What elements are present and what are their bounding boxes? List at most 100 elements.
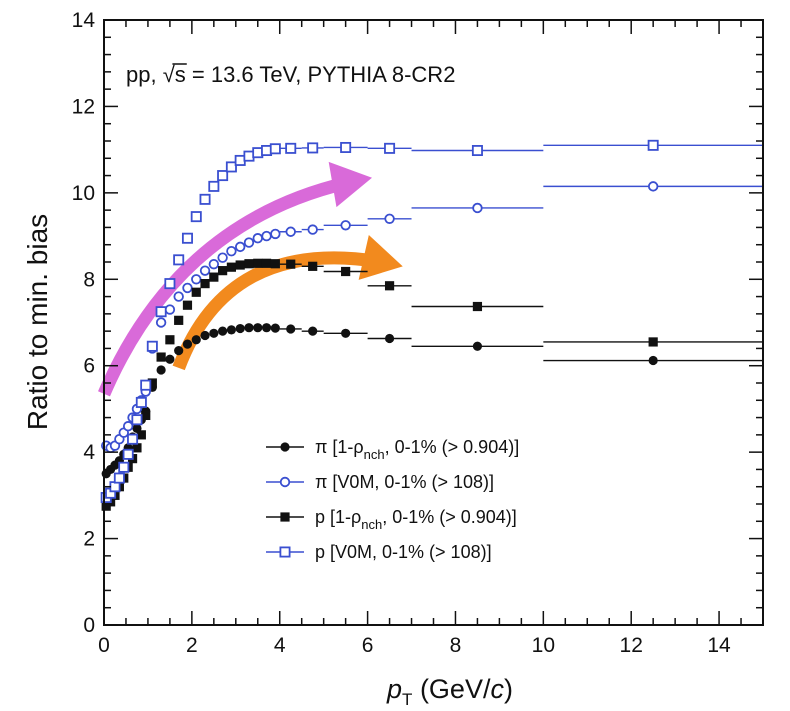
data-point	[261, 230, 272, 242]
data-point	[235, 323, 245, 334]
data-point	[243, 150, 255, 162]
y-axis-label: Ratio to min. bias	[22, 214, 53, 430]
legend-entry: p [1-ρnch, 0-1% (> 0.904)]	[266, 507, 517, 532]
data-point	[261, 323, 272, 333]
series-circle-open	[100, 181, 763, 454]
data-point	[340, 141, 352, 153]
data-point	[226, 262, 237, 272]
data-point	[270, 228, 281, 240]
y-tick-label: 12	[72, 95, 95, 118]
data-point	[217, 252, 228, 263]
trend-arrow-shaft	[98, 176, 348, 397]
data-point	[647, 181, 659, 192]
data-point	[243, 237, 255, 248]
data-point	[182, 282, 193, 294]
data-point	[384, 333, 395, 344]
data-point	[341, 266, 351, 277]
y-tick-label: 6	[83, 355, 95, 378]
legend: π [1-ρnch, 0-1% (> 0.904)] π [V0M, 0-1% (…	[266, 437, 519, 562]
data-point	[269, 143, 281, 155]
data-point	[164, 304, 176, 315]
data-point	[173, 291, 184, 302]
data-point	[174, 345, 184, 356]
legend-label: p [V0M, 0-1% (> 108)]	[315, 542, 492, 562]
data-point	[384, 281, 395, 291]
data-point	[118, 461, 130, 473]
data-point	[182, 339, 193, 349]
data-point	[261, 258, 272, 268]
data-point	[208, 180, 220, 192]
x-tick-label: 10	[532, 634, 555, 657]
data-point	[131, 414, 143, 426]
data-point	[341, 328, 351, 338]
data-point	[164, 278, 176, 290]
data-point	[235, 260, 245, 270]
data-point	[472, 301, 483, 312]
y-tick-label: 8	[83, 268, 95, 291]
legend-entry: π [1-ρnch, 0-1% (> 0.904)]	[266, 437, 519, 462]
data-point	[127, 433, 139, 445]
data-point	[156, 365, 166, 375]
data-point	[647, 139, 659, 151]
legend-label: p [1-ρnch, 0-1% (> 0.904)]	[315, 507, 517, 532]
data-point	[285, 142, 297, 154]
chart-annotation: pp, √s = 13.6 TeV, PYTHIA 8-CR2	[126, 62, 455, 87]
data-point	[234, 154, 246, 166]
data-point	[155, 306, 167, 318]
data-point	[226, 325, 237, 335]
legend-label: π [V0M, 0-1% (> 108)]	[315, 472, 494, 492]
data-point	[218, 266, 228, 276]
data-point	[253, 323, 263, 333]
data-point	[384, 213, 395, 224]
series-square-open	[100, 139, 763, 504]
data-point	[155, 317, 167, 328]
data-point	[199, 193, 211, 205]
y-tick-label: 10	[72, 182, 95, 205]
data-point	[199, 265, 211, 276]
data-point	[135, 396, 147, 408]
data-point	[122, 448, 134, 460]
data-point	[472, 341, 483, 351]
trend-arrow-head	[358, 235, 403, 280]
data-point	[308, 261, 318, 271]
data-point	[174, 315, 184, 325]
data-point	[191, 274, 202, 285]
legend-entry: π [V0M, 0-1% (> 108)]	[266, 472, 494, 492]
data-point	[270, 259, 280, 269]
data-point	[252, 147, 264, 159]
x-tick-label: 2	[186, 634, 198, 657]
legend-marker	[279, 546, 291, 558]
data-point	[173, 254, 185, 266]
data-point	[286, 259, 296, 269]
data-point	[648, 337, 658, 347]
data-point	[244, 323, 254, 333]
data-point	[165, 335, 175, 345]
x-tick-label: 6	[362, 634, 374, 657]
data-point	[307, 142, 319, 154]
data-point	[217, 170, 229, 182]
data-point	[181, 232, 193, 244]
x-axis-label: pT (GeV/c)	[386, 674, 513, 709]
data-point	[218, 326, 228, 336]
data-point	[132, 443, 142, 453]
data-point	[209, 272, 219, 282]
x-tick-label: 12	[620, 634, 643, 657]
data-point	[165, 354, 175, 364]
x-tick-label: 14	[707, 634, 731, 657]
data-point	[156, 352, 166, 362]
data-point	[136, 430, 146, 440]
data-point	[141, 410, 151, 421]
data-point	[285, 226, 296, 237]
trend-arrow-head	[328, 161, 372, 208]
data-point	[340, 220, 351, 231]
trend-arrows	[98, 161, 403, 397]
data-point	[147, 378, 157, 388]
data-point	[208, 258, 220, 270]
y-tick-label: 14	[72, 9, 96, 32]
y-tick-label: 2	[83, 528, 95, 551]
data-point	[191, 335, 201, 345]
data-point	[253, 258, 263, 268]
data-point	[225, 161, 237, 173]
data-point	[200, 330, 210, 341]
